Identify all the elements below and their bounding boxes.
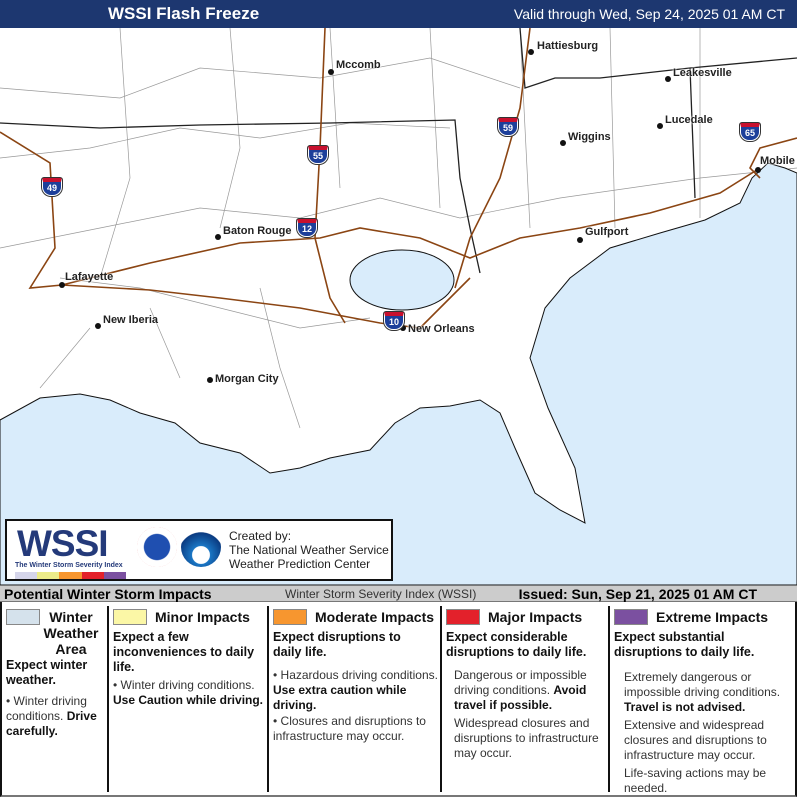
legend-summary: Expect substantial disruptions to daily …	[614, 630, 755, 659]
city-label: Mccomb	[336, 59, 381, 71]
city-label: Leakesville	[673, 67, 732, 79]
legend-major: Major Impacts Expect considerable disrup…	[440, 606, 608, 792]
noaa-seal-icon	[181, 527, 221, 567]
legend-bullet: Dangerous or impossible driving conditio…	[454, 668, 587, 712]
legend-title: Minor Impacts	[155, 609, 250, 625]
legend-title: Major Impacts	[488, 609, 583, 625]
legend-bullet: Extremely dangerous or impossible drivin…	[624, 670, 781, 714]
interstate-shield: 49	[42, 178, 62, 196]
swatch	[6, 609, 40, 625]
legend-summary: Expect winter weather.	[6, 658, 88, 687]
city-label: New Orleans	[408, 323, 475, 335]
wssi-logo: WSSI	[17, 523, 109, 564]
city-label: Wiggins	[568, 131, 611, 143]
interstate-shield: 59	[498, 118, 518, 136]
org-wpc: Weather Prediction Center	[229, 557, 371, 571]
swatch	[614, 609, 648, 625]
legend-title: Winter Weather Area	[43, 609, 99, 657]
credits-text: Created by: The National Weather Service…	[229, 529, 389, 571]
city-label: Morgan City	[215, 373, 279, 385]
interstate-shield: 12	[297, 219, 317, 237]
swatch	[446, 609, 480, 625]
city-label: New Iberia	[103, 314, 159, 326]
credits-box: WSSI The Winter Storm Severity Index Cre…	[5, 519, 393, 581]
legend-title: Moderate Impacts	[315, 609, 435, 625]
legend-moderate: Moderate Impacts Expect disruptions to d…	[267, 606, 440, 792]
wssi-color-bar	[15, 572, 127, 579]
wssi-name: Winter Storm Severity Index (WSSI)	[285, 587, 477, 601]
valid-time: Valid through Wed, Sep 24, 2025 01 AM CT	[513, 6, 785, 22]
city-marker	[59, 282, 65, 288]
wssi-tagline: The Winter Storm Severity Index	[15, 562, 123, 569]
legend-summary: Expect considerable disruptions to daily…	[446, 630, 587, 659]
city-marker	[328, 69, 334, 75]
city-marker	[207, 377, 213, 383]
impact-legend: Winter Weather Area Expect winter weathe…	[0, 602, 797, 797]
map-canvas	[0, 27, 797, 586]
city-label: Lucedale	[665, 114, 713, 126]
city-label: Baton Rouge	[223, 225, 292, 237]
lake-pontchartrain	[349, 249, 455, 311]
map: Hattiesburg Mccomb Leakesville Lucedale …	[0, 27, 797, 586]
interstate-shield: 55	[308, 146, 328, 164]
swatch	[273, 609, 307, 625]
interstate-shield: 65	[740, 123, 760, 141]
interstate-shield: 10	[384, 312, 404, 330]
legend-summary: Expect disruptions to daily life.	[273, 630, 401, 659]
legend-extreme: Extreme Impacts Expect substantial disru…	[608, 606, 797, 795]
legend-bullet: • Winter driving conditions. Use Caution…	[113, 678, 264, 707]
legend-minor: Minor Impacts Expect a few inconvenience…	[107, 606, 267, 792]
legend-winter-weather-area: Winter Weather Area Expect winter weathe…	[2, 606, 107, 792]
city-marker	[577, 237, 583, 243]
legend-summary: Expect a few inconveniences to daily lif…	[113, 630, 255, 674]
footer-bar: Potential Winter Storm Impacts Winter St…	[0, 585, 797, 602]
legend-bullet: • Closures and disruptions to infrastruc…	[273, 714, 426, 743]
city-label: Lafayette	[65, 271, 114, 283]
city-marker	[215, 234, 221, 240]
legend-bullet: • Winter driving conditions. Drive caref…	[6, 694, 97, 738]
legend-bullet: Extensive and widespread closures and di…	[624, 718, 767, 762]
highways	[0, 27, 797, 329]
city-marker	[665, 76, 671, 82]
city-marker	[400, 325, 406, 331]
city-marker	[528, 49, 534, 55]
city-marker	[560, 140, 566, 146]
city-label: Gulfport	[585, 226, 629, 238]
city-marker	[755, 167, 761, 173]
city-label: Mobile	[760, 155, 795, 167]
legend-title: Extreme Impacts	[656, 609, 769, 625]
created-by: Created by:	[229, 529, 292, 543]
header-bar: WSSI Flash Freeze Valid through Wed, Sep…	[0, 0, 797, 28]
county-borders	[0, 27, 797, 429]
city-marker	[95, 323, 101, 329]
map-title: WSSI Flash Freeze	[108, 4, 260, 23]
nws-seal-icon	[137, 527, 177, 567]
impacts-heading: Potential Winter Storm Impacts	[4, 586, 212, 602]
legend-bullet: Life-saving actions may be needed.	[624, 766, 767, 795]
legend-bullet: • Hazardous driving conditions. Use extr…	[273, 668, 438, 712]
city-label: Hattiesburg	[537, 40, 599, 52]
issued-time: Issued: Sun, Sep 21, 2025 01 AM CT	[518, 586, 757, 602]
swatch	[113, 609, 147, 625]
city-marker	[657, 123, 663, 129]
legend-bullet: Widespread closures and disruptions to i…	[454, 716, 599, 760]
org-nws: The National Weather Service	[229, 543, 389, 557]
water	[0, 162, 797, 586]
